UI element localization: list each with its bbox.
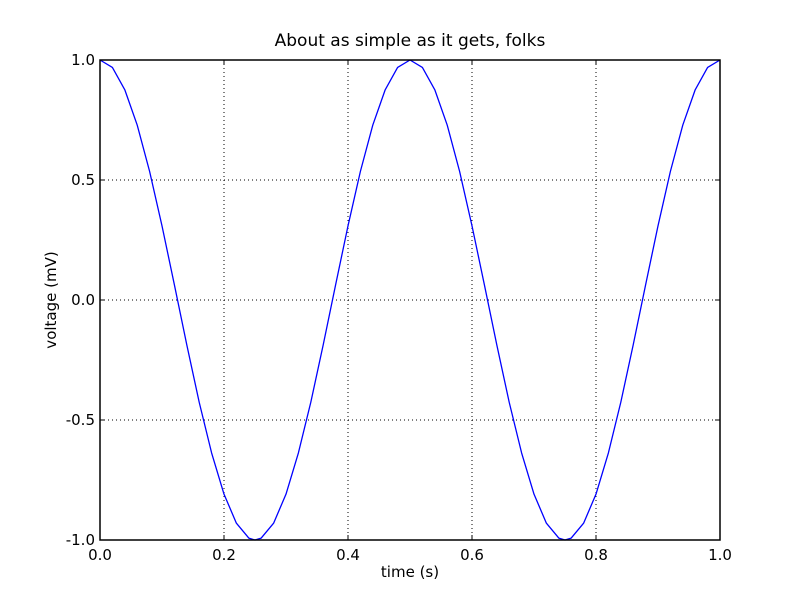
x-tick-label: 0.8 [584,546,608,564]
x-tick-label: 0.4 [336,546,360,564]
tick-marks [99,59,721,541]
y-axis-label: voltage (mV) [42,251,60,348]
x-axis-label: time (s) [381,563,439,581]
x-tick-labels: 0.0 0.2 0.4 0.6 0.8 1.0 [88,546,732,564]
x-tick-label: 0.6 [460,546,484,564]
x-tick-label: 1.0 [708,546,732,564]
y-tick-label: 0.0 [71,291,95,309]
y-tick-label: -1.0 [66,531,95,549]
chart-title: About as simple as it gets, folks [275,31,546,51]
y-tick-labels: -1.0 -0.5 0.0 0.5 1.0 [66,51,95,549]
x-tick-label: 0.0 [88,546,112,564]
x-tick-label: 0.2 [212,546,236,564]
y-tick-label: -0.5 [66,411,95,429]
y-tick-label: 1.0 [71,51,95,69]
y-tick-label: 0.5 [71,171,95,189]
